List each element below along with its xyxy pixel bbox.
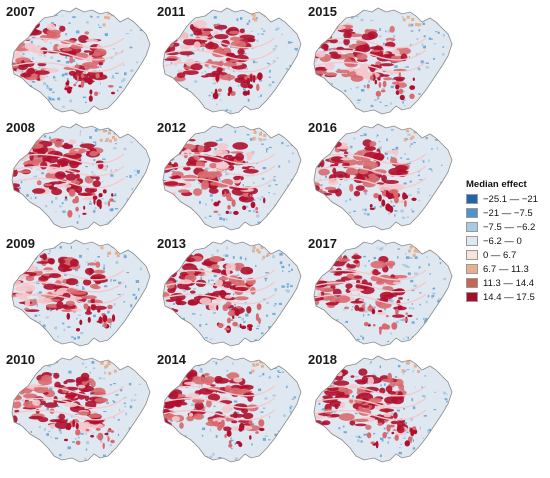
effect-patches	[12, 242, 148, 344]
region-map	[313, 7, 453, 115]
region-fill	[163, 240, 301, 346]
year-label: 2007	[4, 4, 37, 19]
year-label: 2017	[306, 236, 339, 251]
effect-patches	[314, 10, 450, 111]
legend-item: −7.5 — −6.2	[466, 220, 550, 234]
region-fill	[12, 124, 150, 230]
map-panel-2011: 2011	[155, 4, 305, 116]
year-label: 2010	[4, 352, 37, 367]
year-label: 2012	[155, 120, 188, 135]
legend-item: −25.1 — −21	[466, 192, 550, 206]
legend-label: −25.1 — −21	[483, 193, 538, 205]
region-map	[313, 123, 453, 231]
map-panel-2013: 2013	[155, 236, 305, 348]
year-label: 2009	[4, 236, 37, 251]
legend-swatch	[466, 222, 478, 232]
year-label: 2011	[155, 4, 188, 19]
legend-swatch	[466, 264, 478, 274]
effect-patches	[163, 11, 298, 113]
legend-swatch	[466, 250, 478, 260]
legend-item: −6.2 — 0	[466, 234, 550, 248]
map-panel-2014: 2014	[155, 352, 305, 464]
region-map	[162, 123, 302, 231]
region-map	[162, 355, 302, 463]
map-panel-2018: 2018	[306, 352, 456, 464]
legend-swatch	[466, 278, 478, 288]
legend-item: 0 — 6.7	[466, 248, 550, 262]
region-map	[11, 239, 151, 347]
region-outline	[11, 7, 151, 115]
region-outline	[162, 239, 302, 347]
map-panel-2016: 2016	[306, 120, 456, 232]
region-fill	[12, 8, 150, 114]
region-map	[11, 355, 151, 463]
region-outline	[11, 123, 151, 231]
legend-swatch	[466, 208, 478, 218]
legend-swatch	[466, 194, 478, 204]
effect-patches	[12, 128, 144, 228]
region-outline	[313, 239, 453, 347]
region-outline	[313, 123, 453, 231]
legend-swatch	[466, 236, 478, 246]
legend-label: 11.3 — 14.4	[483, 277, 535, 289]
region-map	[313, 355, 453, 463]
region-outline	[162, 123, 302, 231]
map-panel-2007: 2007	[4, 4, 154, 116]
legend-label: −6.2 — 0	[483, 235, 522, 247]
effect-patches	[12, 360, 148, 461]
region-outline	[11, 239, 151, 347]
legend-item: 6.7 — 11.3	[466, 262, 550, 276]
year-label: 2016	[306, 120, 339, 135]
region-outline	[313, 355, 453, 463]
region-map	[11, 123, 151, 231]
region-outline	[313, 7, 453, 115]
legend-label: 0 — 6.7	[483, 249, 517, 261]
legend-item: 11.3 — 14.4	[466, 276, 550, 290]
legend-title: Median effect	[466, 179, 527, 190]
region-outline	[11, 355, 151, 463]
legend-item: 14.4 — 17.5	[466, 290, 550, 304]
map-panel-2012: 2012	[155, 120, 305, 232]
legend-label: −7.5 — −6.2	[483, 221, 536, 233]
map-panel-2015: 2015	[306, 4, 456, 116]
legend-item: −21 — −7.5	[466, 206, 550, 220]
legend-swatch	[466, 292, 478, 302]
map-panel-2017: 2017	[306, 236, 456, 348]
year-label: 2013	[155, 236, 188, 251]
year-label: 2008	[4, 120, 37, 135]
region-map	[162, 7, 302, 115]
legend-items: −25.1 — −21 −21 — −7.5 −7.5 — −6.2 −6.2 — 0…	[466, 192, 550, 304]
effect-patches	[314, 128, 451, 228]
map-panel-2008: 2008	[4, 120, 154, 232]
region-outline	[162, 355, 302, 463]
year-label: 2015	[306, 4, 339, 19]
year-label: 2018	[306, 352, 339, 367]
region-map	[11, 7, 151, 115]
map-panel-2009: 2009	[4, 236, 154, 348]
legend-label: 14.4 — 17.5	[483, 291, 535, 303]
legend: Median effect −25.1 — −21 −21 — −7.5 −7.5 …	[466, 179, 550, 304]
region-map	[313, 239, 453, 347]
region-map	[162, 239, 302, 347]
year-label: 2014	[155, 352, 188, 367]
map-panel-2010: 2010	[4, 352, 154, 464]
legend-label: 6.7 — 11.3	[483, 263, 529, 275]
effect-patches	[163, 127, 299, 228]
region-outline	[162, 7, 302, 115]
legend-label: −21 — −7.5	[483, 207, 533, 219]
